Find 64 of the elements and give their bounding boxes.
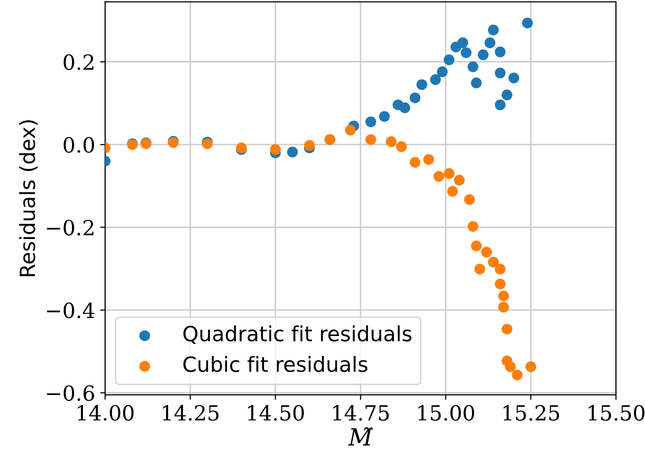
point xyxy=(508,72,520,84)
point xyxy=(502,90,512,100)
x-tick-label: 15.00 xyxy=(418,404,474,421)
point xyxy=(478,49,489,60)
x-axis-title: M̃ xyxy=(348,427,374,446)
point xyxy=(430,74,441,86)
x-tick-label: 15.50 xyxy=(588,404,644,421)
legend-label: Quadratic fit residuals xyxy=(183,325,412,344)
y-tick-label: 0.0 xyxy=(64,137,94,153)
point xyxy=(399,102,410,114)
legend-label: Cubic fit residuals xyxy=(183,356,368,372)
point xyxy=(444,168,454,179)
point xyxy=(470,78,482,88)
point xyxy=(447,186,458,197)
point xyxy=(498,290,509,302)
point xyxy=(365,116,376,128)
point xyxy=(525,361,536,372)
point xyxy=(270,144,281,155)
point xyxy=(494,46,506,58)
point xyxy=(494,68,506,78)
point xyxy=(494,278,506,290)
point xyxy=(410,156,420,168)
point xyxy=(488,256,499,268)
point xyxy=(502,324,512,334)
point xyxy=(379,111,390,122)
point xyxy=(464,194,475,205)
point xyxy=(470,240,482,252)
point xyxy=(386,136,397,148)
point xyxy=(505,361,516,372)
point xyxy=(468,61,478,72)
point xyxy=(444,54,454,66)
y-tick-label: −0.2 xyxy=(47,220,94,236)
point xyxy=(410,92,420,104)
point xyxy=(457,37,468,48)
point xyxy=(287,146,298,158)
point xyxy=(365,134,376,145)
point xyxy=(434,171,444,182)
point xyxy=(423,154,434,165)
point xyxy=(494,99,506,110)
point xyxy=(522,18,533,28)
point xyxy=(436,66,448,78)
point xyxy=(512,370,523,380)
x-tick-label: 15.25 xyxy=(504,404,560,421)
point xyxy=(498,302,509,313)
y-axis-title: Residuals (dex) xyxy=(19,120,38,276)
point xyxy=(460,47,472,58)
point xyxy=(494,264,506,274)
x-tick-label: 14.25 xyxy=(162,404,218,421)
point xyxy=(416,79,428,90)
point xyxy=(396,141,407,152)
x-tick-label: 14.50 xyxy=(248,404,304,421)
point xyxy=(344,124,356,136)
point xyxy=(304,140,315,151)
x-tick-label: 14.00 xyxy=(78,404,134,421)
point xyxy=(488,24,499,36)
y-tick-label: −0.6 xyxy=(47,385,94,402)
point xyxy=(481,246,492,258)
point xyxy=(468,221,478,232)
y-tick-label: 0.2 xyxy=(64,54,94,70)
point xyxy=(474,264,486,274)
point xyxy=(454,174,465,186)
x-tick-label: 14.75 xyxy=(333,404,389,421)
point xyxy=(484,37,496,48)
y-tick-label: −0.4 xyxy=(47,302,94,318)
